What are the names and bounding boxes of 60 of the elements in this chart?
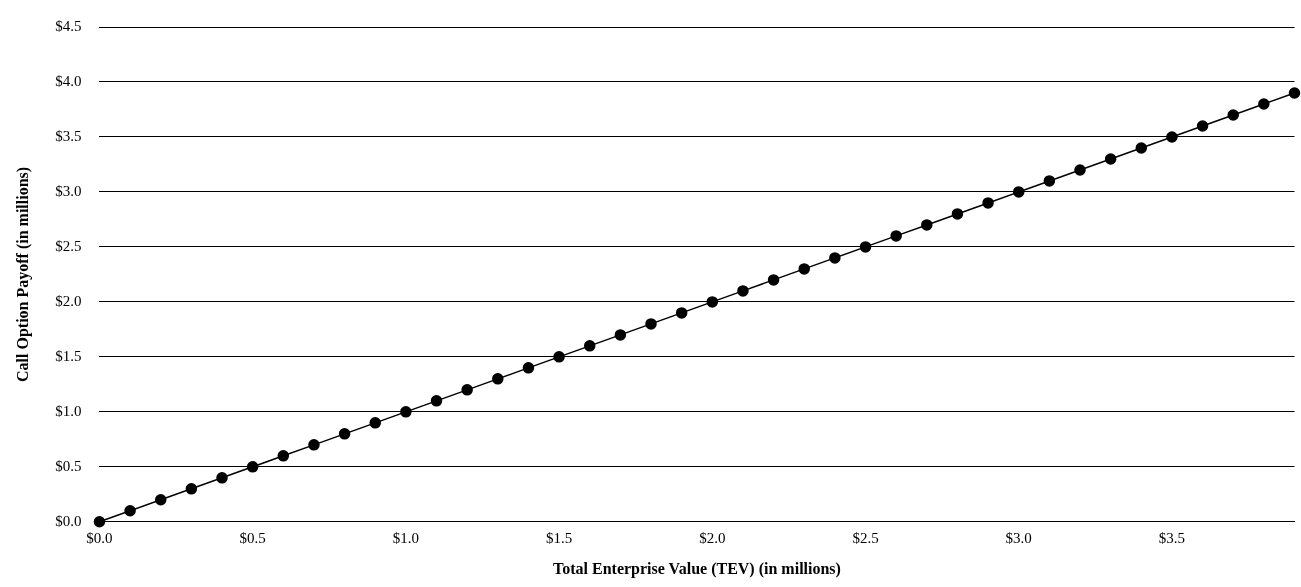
point xyxy=(93,516,106,528)
point xyxy=(1196,120,1209,132)
point xyxy=(1074,164,1086,176)
y-tick-label: $1.0 xyxy=(55,402,82,419)
x-tick-label: $1.5 xyxy=(545,529,573,546)
point xyxy=(522,362,535,374)
point xyxy=(553,351,565,363)
point xyxy=(338,428,351,440)
y-axis-title: Call Option Payoff (in millions) xyxy=(13,166,32,382)
y-tick-label: $0.5 xyxy=(55,457,82,474)
point xyxy=(951,208,964,220)
x-tick-label: $3.5 xyxy=(1158,529,1186,546)
point xyxy=(185,483,198,495)
y-tick-label: $4.0 xyxy=(55,72,82,89)
y-tick-label: $0.0 xyxy=(55,512,82,529)
point xyxy=(982,197,994,209)
point xyxy=(1043,175,1056,187)
x-tick-label: $2.0 xyxy=(699,529,726,546)
point xyxy=(277,450,290,462)
point xyxy=(124,505,136,517)
point xyxy=(675,307,688,319)
y-tick-label: $1.5 xyxy=(55,347,82,364)
point xyxy=(921,219,933,231)
point xyxy=(154,494,167,506)
point xyxy=(1135,142,1148,154)
point xyxy=(1227,109,1239,121)
point xyxy=(369,417,381,429)
point xyxy=(1288,87,1301,99)
point xyxy=(798,263,810,275)
point xyxy=(400,406,412,418)
y-tick-label: $4.5 xyxy=(55,17,82,34)
point xyxy=(1166,131,1178,143)
point xyxy=(246,461,259,473)
point xyxy=(583,340,596,352)
point xyxy=(1012,186,1025,198)
point xyxy=(1258,98,1270,110)
point xyxy=(614,329,627,341)
x-tick-label: $0.0 xyxy=(86,529,113,546)
point xyxy=(890,230,902,242)
y-tick-label: $2.0 xyxy=(55,292,82,309)
point xyxy=(461,384,473,396)
point xyxy=(859,241,872,253)
y-tick-label: $2.5 xyxy=(55,237,82,254)
x-tick-label: $2.5 xyxy=(852,529,879,546)
point xyxy=(767,274,780,286)
y-tick-label: $3.5 xyxy=(55,127,82,144)
x-tick-label: $0.5 xyxy=(239,529,266,546)
point xyxy=(216,472,228,484)
point xyxy=(430,395,443,407)
point xyxy=(645,318,657,330)
x-tick-label: $1.0 xyxy=(392,529,419,546)
point xyxy=(829,252,841,264)
x-tick-label: $3.0 xyxy=(1005,529,1032,546)
point xyxy=(308,439,320,451)
x-axis-title: Total Enterprise Value (TEV) (in millions) xyxy=(553,559,841,578)
point xyxy=(1104,153,1117,165)
point xyxy=(706,296,719,308)
point xyxy=(492,373,504,385)
y-tick-label: $3.0 xyxy=(55,182,82,199)
point xyxy=(737,285,749,297)
